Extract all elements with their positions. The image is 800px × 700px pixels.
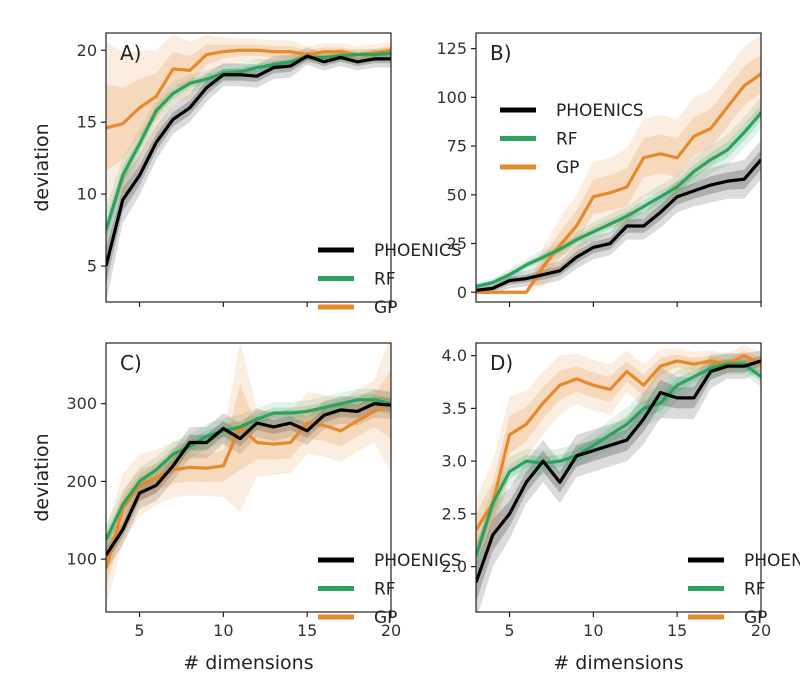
y-tick-label: 2.5 bbox=[442, 504, 467, 523]
band-phoenics-outer bbox=[106, 47, 391, 302]
plot-area bbox=[476, 34, 761, 295]
legend-label-phoenics: PHOENICS bbox=[744, 551, 800, 571]
y-tick-label: 50 bbox=[447, 185, 467, 204]
band-rf-outer bbox=[106, 47, 391, 254]
band-phoenics-inner bbox=[476, 149, 761, 293]
y-tick-label: 10 bbox=[77, 185, 97, 204]
series-line-gp bbox=[476, 72, 761, 294]
panel-label: A) bbox=[120, 41, 141, 65]
series-line-rf bbox=[106, 51, 391, 231]
legend-label-phoenics: PHOENICS bbox=[374, 551, 462, 571]
legend: PHOENICS RF GP bbox=[318, 551, 462, 628]
series-line-rf bbox=[106, 398, 391, 541]
legend-label-rf: RF bbox=[374, 580, 396, 600]
panel-label: B) bbox=[490, 41, 512, 65]
x-axis-title: # dimensions bbox=[553, 652, 683, 674]
y-tick-label: 100 bbox=[66, 550, 97, 569]
band-phoenics-outer bbox=[476, 350, 761, 612]
axes-frame bbox=[475, 342, 762, 613]
legend-label-gp: GP bbox=[744, 608, 767, 628]
band-phoenics-inner bbox=[476, 355, 761, 602]
series-line-rf bbox=[476, 111, 761, 288]
plot-area bbox=[106, 34, 391, 302]
panel-4: 2.0 2.5 3.0 3.5 4.0 5 10 15 20 D) # dimensions PHOE… bbox=[442, 342, 800, 674]
y-tick-label: 4.0 bbox=[442, 346, 467, 365]
band-gp-inner bbox=[476, 54, 761, 293]
y-tick-label: 100 bbox=[436, 88, 467, 107]
y-tick-label: 200 bbox=[66, 472, 97, 491]
series-line-phoenics bbox=[106, 402, 391, 557]
x-tick-label: 10 bbox=[213, 621, 233, 640]
x-tick-label: 10 bbox=[583, 621, 603, 640]
legend-label-rf: RF bbox=[556, 130, 578, 150]
legend: PHOENICS RF GP bbox=[688, 551, 800, 628]
legend-label-gp: GP bbox=[374, 298, 397, 318]
legend-label-gp: GP bbox=[374, 608, 397, 628]
legend-label-rf: RF bbox=[374, 270, 396, 290]
series-line-gp bbox=[106, 48, 391, 130]
y-tick-label: 15 bbox=[77, 113, 97, 132]
x-tick-label: 20 bbox=[381, 621, 401, 640]
series-line-phoenics bbox=[106, 54, 391, 267]
y-tick-label: 3.0 bbox=[442, 452, 467, 471]
y-tick-label: 25 bbox=[447, 234, 467, 253]
legend-label-phoenics: PHOENICS bbox=[556, 101, 644, 121]
band-phoenics-inner bbox=[106, 51, 391, 285]
x-tick-label: 20 bbox=[751, 621, 771, 640]
y-tick-label: 20 bbox=[77, 41, 97, 60]
band-gp-outer bbox=[106, 34, 391, 215]
y-axis-title: deviation bbox=[31, 123, 53, 211]
y-tick-label: 125 bbox=[436, 39, 467, 58]
y-tick-label: 300 bbox=[66, 394, 97, 413]
panel-label: D) bbox=[490, 351, 513, 375]
y-tick-label: 3.5 bbox=[442, 399, 467, 418]
legend-label-rf: RF bbox=[744, 580, 766, 600]
panel-label: C) bbox=[120, 351, 142, 375]
x-tick-label: 5 bbox=[504, 621, 514, 640]
series-line-gp bbox=[106, 402, 391, 569]
band-rf-inner bbox=[106, 394, 391, 548]
legend: PHOENICS RF GP bbox=[500, 101, 644, 178]
axes-frame bbox=[105, 342, 392, 613]
series-line-gp bbox=[476, 354, 761, 531]
y-tick-label: 2.0 bbox=[442, 557, 467, 576]
series-line-rf bbox=[476, 362, 761, 557]
panel-2: 0 25 50 75 100 125 B) PHOENICS RF GP bbox=[436, 32, 762, 307]
series-line-phoenics bbox=[476, 359, 761, 583]
x-tick-label: 15 bbox=[297, 621, 317, 640]
axes-frame bbox=[475, 32, 762, 303]
x-tick-label: 5 bbox=[134, 621, 144, 640]
series-line-phoenics bbox=[476, 158, 761, 292]
legend-label-gp: GP bbox=[556, 158, 579, 178]
axes-frame bbox=[105, 32, 392, 303]
x-tick-label: 15 bbox=[667, 621, 687, 640]
x-axis-title: # dimensions bbox=[183, 652, 313, 674]
plot-area bbox=[476, 345, 761, 612]
legend: PHOENICS RF GP bbox=[318, 241, 462, 318]
band-gp-inner bbox=[106, 44, 391, 172]
y-tick-label: 5 bbox=[87, 257, 97, 276]
legend-label-phoenics: PHOENICS bbox=[374, 241, 462, 261]
band-gp-outer bbox=[476, 34, 761, 293]
band-rf-outer bbox=[476, 353, 761, 578]
panel-3: 100 200 300 5 10 15 20 C) deviation # dimensions P… bbox=[31, 342, 462, 674]
panel-1: 5 10 15 20 A) deviation PHOENICS RF GP bbox=[31, 32, 462, 318]
plot-area bbox=[106, 343, 391, 608]
band-phoenics-outer bbox=[476, 140, 761, 295]
y-axis-title: deviation bbox=[31, 433, 53, 521]
y-tick-label: 0 bbox=[457, 283, 467, 302]
y-tick-label: 75 bbox=[447, 137, 467, 156]
